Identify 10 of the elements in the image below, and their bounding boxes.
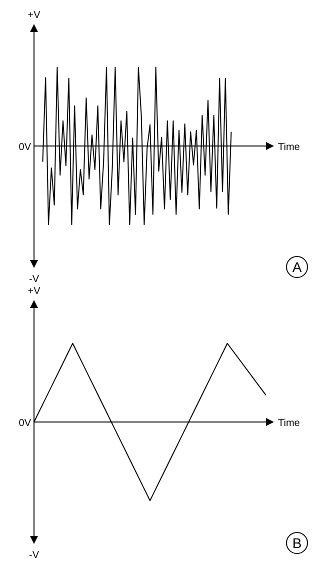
x-axis-title: Time [278,142,300,153]
text: A [292,259,302,275]
text: 0V [18,418,32,429]
text: +V [28,10,41,21]
text: B [292,535,302,551]
text: -V [29,274,40,285]
text: -V [29,550,40,561]
text: 0V [18,142,32,153]
text: +V [28,286,41,297]
x-axis-title: Time [278,418,300,429]
